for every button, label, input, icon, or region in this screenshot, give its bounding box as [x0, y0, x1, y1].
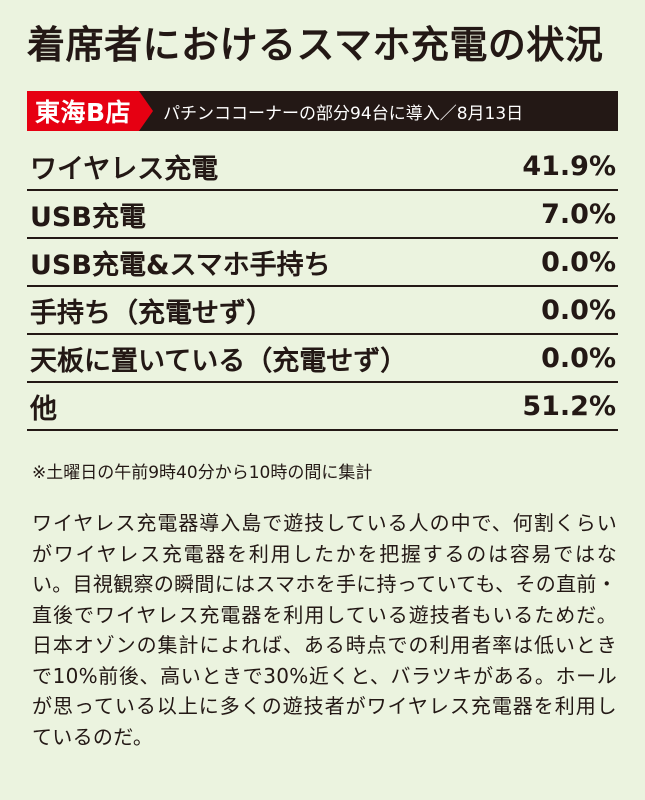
- table-row: 手持ち（充電せず） 0.0%: [27, 287, 618, 335]
- row-value: 41.9%: [522, 150, 616, 182]
- row-value: 0.0%: [541, 342, 616, 374]
- row-value: 0.0%: [541, 294, 616, 326]
- table-row: USB充電&スマホ手持ち 0.0%: [27, 239, 618, 287]
- table-row: ワイヤレス充電 41.9%: [27, 143, 618, 191]
- row-label: USB充電: [30, 201, 146, 233]
- store-header-bar: 東海B店 パチンココーナーの部分94台に導入／8月13日: [27, 91, 618, 131]
- row-label: 他: [30, 393, 57, 425]
- table-row: 天板に置いている（充電せず） 0.0%: [27, 335, 618, 383]
- charging-status-table: ワイヤレス充電 41.9% USB充電 7.0% USB充電&スマホ手持ち 0.…: [27, 143, 618, 431]
- row-label: 天板に置いている（充電せず）: [30, 345, 408, 377]
- row-value: 51.2%: [522, 390, 616, 422]
- row-value: 7.0%: [541, 198, 616, 230]
- store-badge: 東海B店: [27, 91, 154, 131]
- footnote: ※土曜日の午前9時40分から10時の間に集計: [32, 463, 373, 483]
- table-row: USB充電 7.0%: [27, 191, 618, 239]
- table-row: 他 51.2%: [27, 383, 618, 431]
- figure-title: 着席者におけるスマホ充電の状況: [27, 23, 604, 67]
- row-label: USB充電&スマホ手持ち: [30, 249, 331, 281]
- install-note: パチンココーナーの部分94台に導入／8月13日: [163, 103, 524, 124]
- row-label: 手持ち（充電せず）: [30, 297, 273, 329]
- row-value: 0.0%: [541, 246, 616, 278]
- body-paragraph: ワイヤレス充電器導入島で遊技している人の中で、何割くらいがワイヤレス充電器を利用…: [32, 511, 617, 749]
- row-label: ワイヤレス充電: [30, 153, 219, 185]
